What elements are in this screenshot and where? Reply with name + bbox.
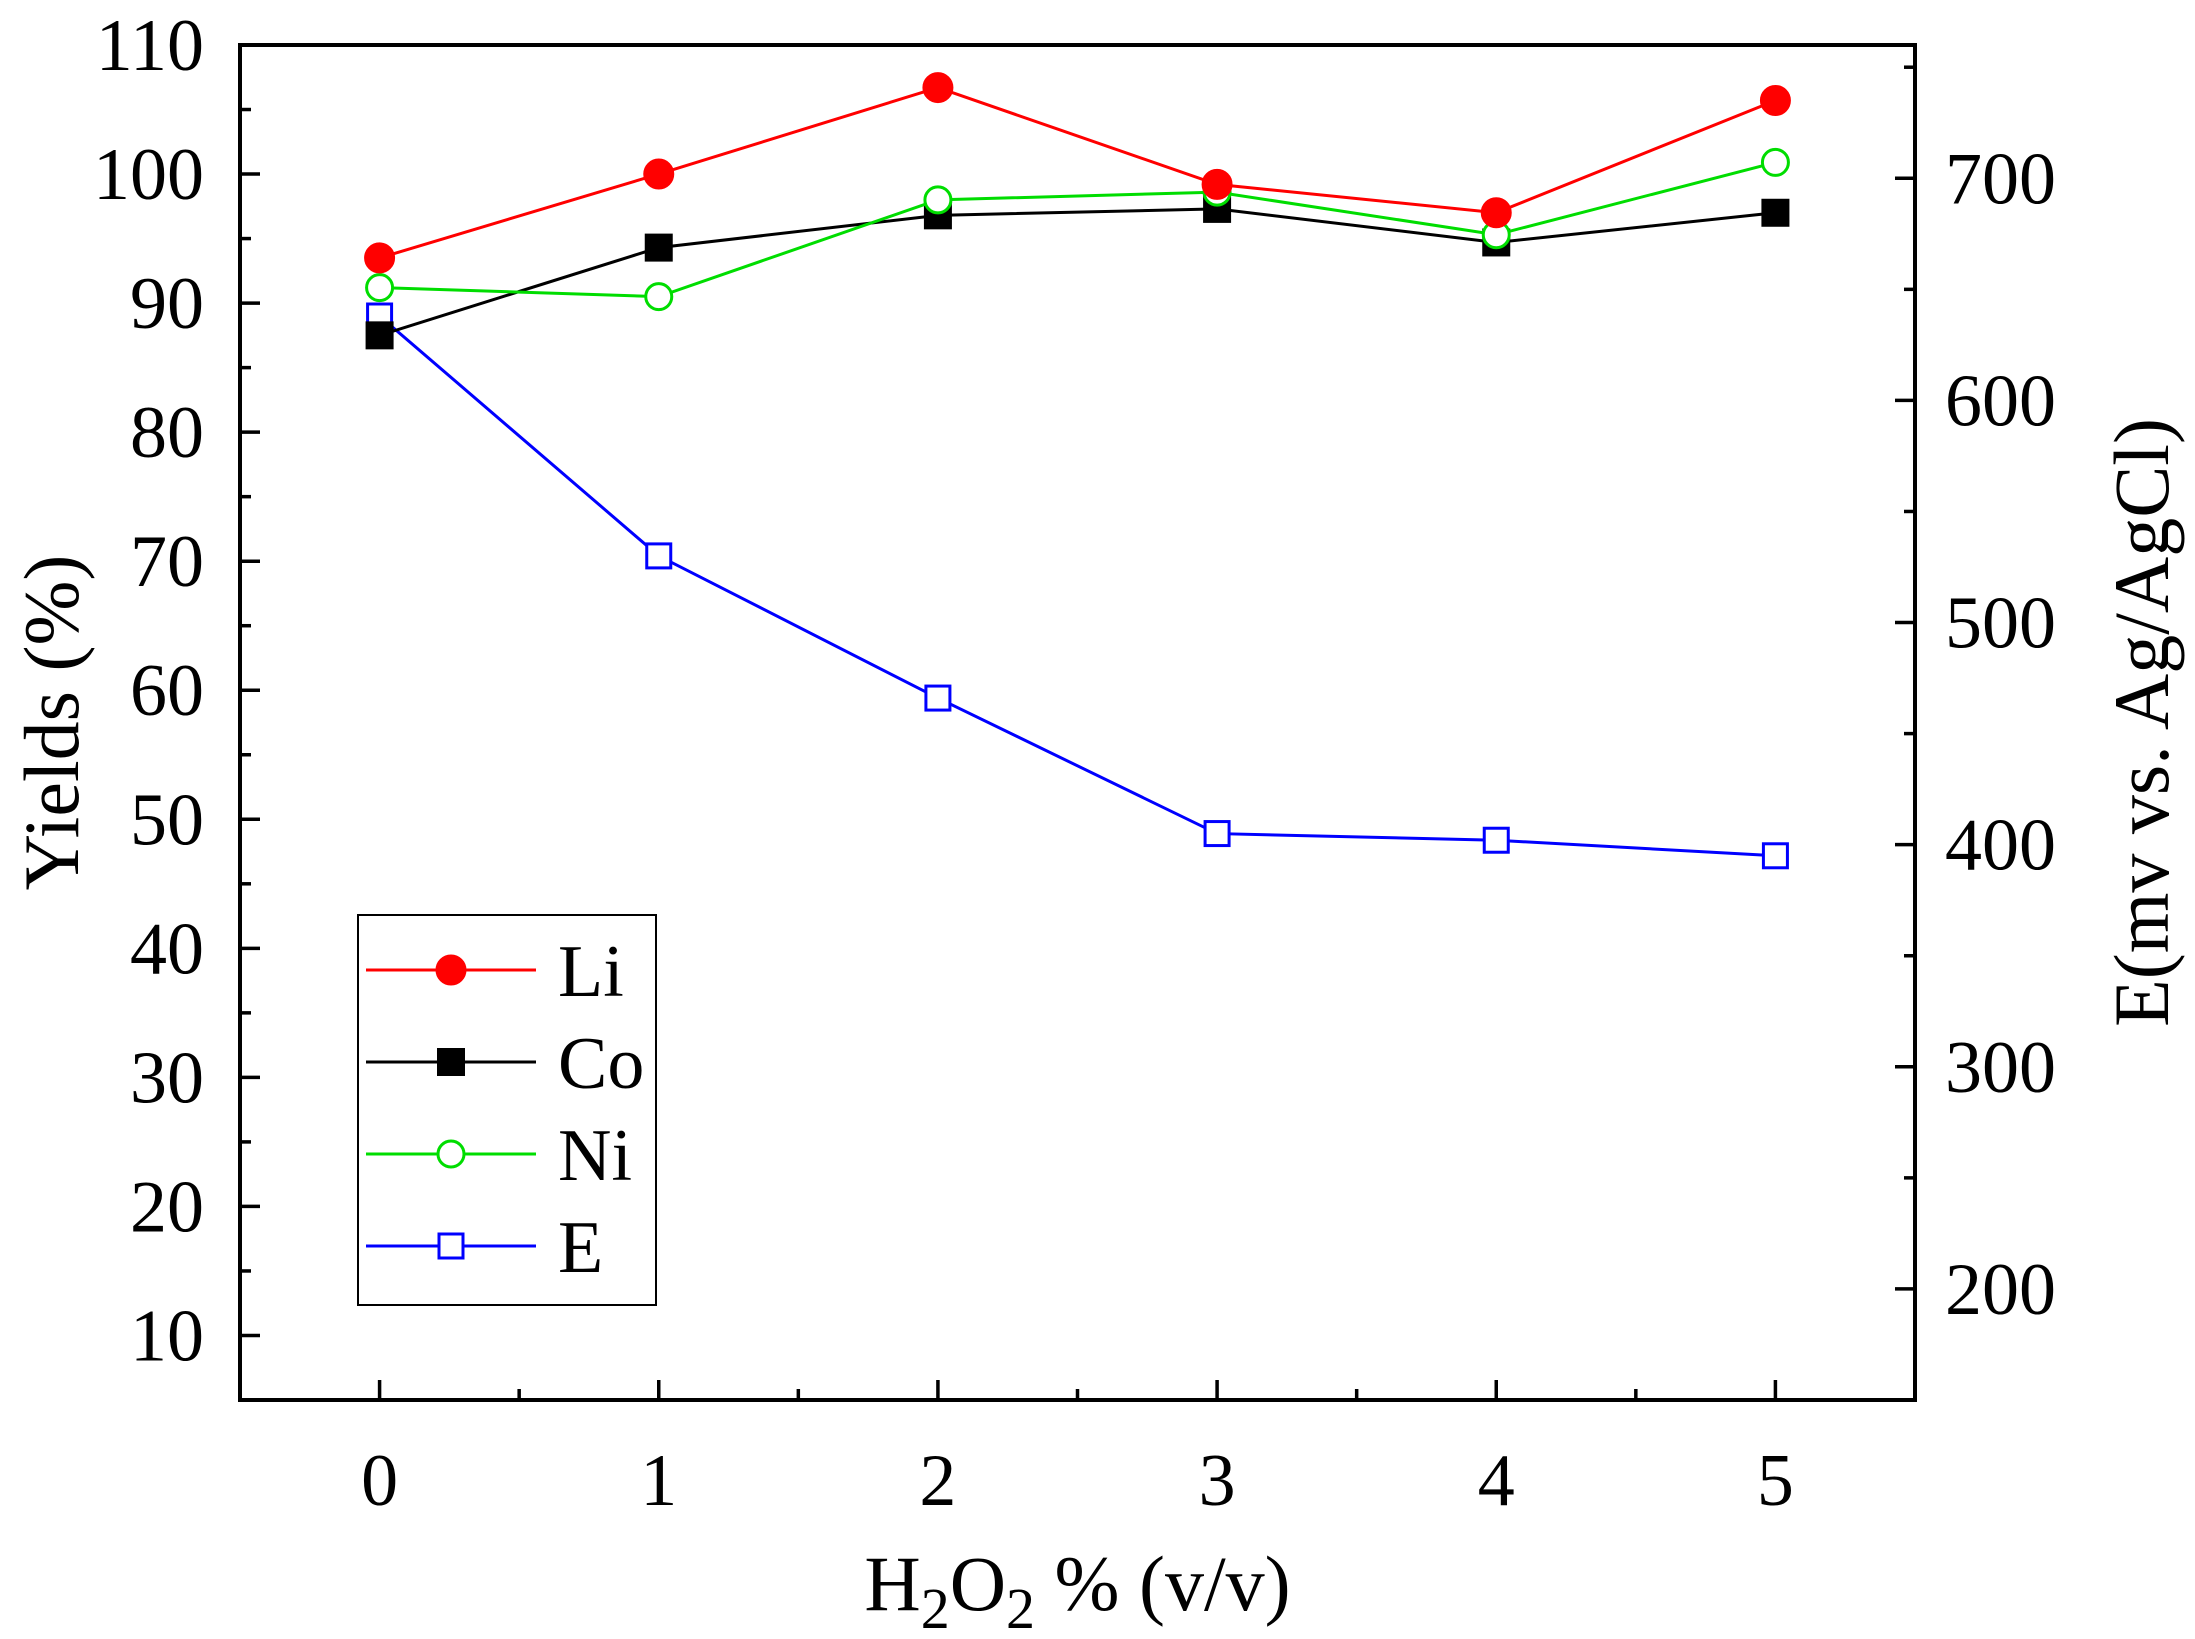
y-tick-label: 20 — [130, 1166, 204, 1248]
data-point — [645, 542, 673, 570]
series-line — [379, 207, 1776, 337]
y-tick-label: 110 — [96, 5, 204, 87]
series-line — [378, 314, 1776, 858]
y2-axis-title: E(mv vs. Ag/AgCl) — [2098, 418, 2185, 1027]
legend-item-li: Li — [366, 931, 624, 1013]
x-axis-title-part: H — [864, 1540, 920, 1627]
x-axis-title-part: 2 — [1006, 1576, 1035, 1639]
legend: Li Co Ni E — [357, 914, 657, 1306]
y-tick-label: 50 — [130, 779, 204, 861]
x-tick-label: 5 — [1757, 1440, 1794, 1522]
data-point — [644, 282, 674, 312]
series-ni — [365, 147, 1790, 312]
y-tick-label: 40 — [130, 908, 204, 990]
data-point — [1760, 147, 1790, 177]
y-axis-title: Yields (%) — [8, 555, 95, 891]
y-tick-label: 10 — [130, 1295, 204, 1377]
legend-label: E — [558, 1207, 603, 1289]
x-tick-label: 0 — [361, 1440, 398, 1522]
data-point — [924, 684, 952, 712]
axes: 0 1 2 3 4 5 10 20 30 40 50 60 70 80 90 100 110 200 300 400 5… — [8, 5, 2185, 1639]
legend-label: Li — [558, 931, 624, 1013]
data-point — [437, 1232, 465, 1260]
y2-tick-label: 300 — [1945, 1027, 2056, 1109]
data-point — [437, 1048, 465, 1076]
x-axis-title-part: 2 — [921, 1576, 950, 1639]
data-point — [923, 185, 953, 215]
x-tick-label: 2 — [919, 1440, 956, 1522]
data-point — [922, 72, 954, 104]
x-axis-title-part: O — [950, 1540, 1006, 1627]
legend-item-e: E — [366, 1207, 603, 1289]
x-axis-title-part: % (v/v) — [1035, 1540, 1291, 1627]
data-point — [1761, 198, 1790, 227]
data-point — [644, 233, 673, 262]
y-tick-label: 90 — [130, 263, 204, 345]
data-point — [436, 1139, 466, 1169]
series-li — [364, 72, 1791, 274]
legend-item-ni: Ni — [366, 1115, 632, 1197]
y2-tick-label: 700 — [1945, 138, 2056, 220]
data-point — [1482, 826, 1510, 854]
y-tick-label: 100 — [93, 134, 204, 216]
y-tick-label: 60 — [130, 650, 204, 732]
plot-area — [364, 72, 1791, 870]
data-point — [643, 158, 675, 190]
data-point — [1201, 168, 1233, 200]
legend-item-co: Co — [366, 1023, 644, 1105]
x-tick-label: 4 — [1478, 1440, 1515, 1522]
legend-label: Co — [558, 1023, 644, 1105]
data-point — [365, 321, 394, 350]
data-point — [435, 954, 467, 986]
x-axis-title: H2O2 % (v/v) — [864, 1540, 1290, 1639]
y2-tick-label: 600 — [1945, 360, 2056, 442]
y-tick-label: 80 — [130, 392, 204, 474]
data-point — [365, 273, 395, 303]
data-point — [1480, 197, 1512, 229]
y-tick-label: 70 — [130, 521, 204, 603]
series-co — [365, 194, 1790, 350]
legend-label: Ni — [558, 1115, 632, 1197]
data-point — [1761, 842, 1789, 870]
series-e — [366, 302, 1789, 870]
y2-tick-label: 500 — [1945, 583, 2056, 665]
y-tick-label: 30 — [130, 1037, 204, 1119]
data-point — [1759, 84, 1791, 116]
series-line — [379, 160, 1776, 299]
legend-box — [357, 914, 657, 1306]
series-line — [379, 86, 1776, 260]
data-point — [1203, 820, 1231, 848]
x-tick-label: 1 — [640, 1440, 677, 1522]
data-point — [364, 242, 396, 274]
y2-tick-label: 200 — [1945, 1249, 2056, 1331]
x-tick-label: 3 — [1199, 1440, 1236, 1522]
y2-tick-label: 400 — [1945, 805, 2056, 887]
